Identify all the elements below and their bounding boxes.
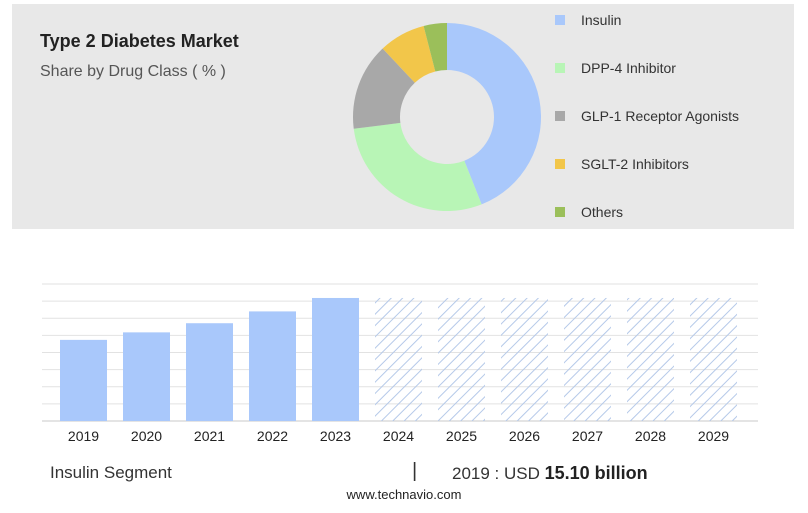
legend-item: DPP-4 Inhibitor xyxy=(555,58,676,78)
footer-separator: | xyxy=(412,460,418,482)
donut-slice-glp-1-receptor-agonists xyxy=(353,48,415,129)
legend-swatch xyxy=(555,111,565,121)
forecast-bar-2026 xyxy=(501,297,548,421)
x-tick-label: 2027 xyxy=(572,428,603,444)
legend-label: DPP-4 Inhibitor xyxy=(581,60,676,76)
legend-item: GLP-1 Receptor Agonists xyxy=(555,106,739,126)
donut-slice-dpp-4-inhibitor xyxy=(353,122,482,211)
legend-item: Insulin xyxy=(555,10,621,30)
donut-slice-others xyxy=(423,23,447,72)
segment-label: Insulin Segment xyxy=(50,463,172,482)
source-link[interactable]: www.technavio.com xyxy=(346,487,462,502)
legend-label: Others xyxy=(581,204,624,220)
forecast-bar-2024 xyxy=(375,297,422,421)
value-prefix: 2019 : USD xyxy=(452,464,540,483)
bar-2019 xyxy=(60,339,107,421)
donut-chart xyxy=(353,23,541,211)
bar-2023 xyxy=(312,297,359,421)
legend-item: Others xyxy=(555,202,623,222)
legend-swatch xyxy=(555,159,565,169)
legend-swatch xyxy=(555,63,565,73)
legend-label: SGLT-2 Inhibitors xyxy=(581,156,689,172)
x-tick-label: 2021 xyxy=(194,428,225,444)
forecast-bar-2029 xyxy=(690,297,737,421)
legend-item: SGLT-2 Inhibitors xyxy=(555,154,689,174)
legend-swatch xyxy=(555,207,565,217)
x-tick-label: 2028 xyxy=(635,428,666,444)
x-tick-label: 2024 xyxy=(383,428,414,444)
x-tick-label: 2020 xyxy=(131,428,162,444)
footer-value: 2019 : USD 15.10 billion xyxy=(452,463,648,484)
bar-2020 xyxy=(123,332,170,421)
legend-label: GLP-1 Receptor Agonists xyxy=(581,108,739,124)
x-tick-label: 2029 xyxy=(698,428,729,444)
x-tick-label: 2019 xyxy=(68,428,99,444)
legend-swatch xyxy=(555,15,565,25)
forecast-bar-2028 xyxy=(627,297,674,421)
x-tick-label: 2023 xyxy=(320,428,351,444)
bar-2021 xyxy=(186,323,233,421)
bar-2022 xyxy=(249,311,296,421)
donut-slice-sglt-2-inhibitors xyxy=(382,25,436,83)
forecast-bar-2027 xyxy=(564,297,611,421)
insulin-bar-chart: 2019 2020 2021 2022 2023 2024 2025 2026 2027 2028… xyxy=(42,283,758,444)
donut-slice-insulin xyxy=(447,23,541,205)
legend-label: Insulin xyxy=(581,12,622,28)
x-tick-label: 2022 xyxy=(257,428,288,444)
chart-title: Type 2 Diabetes Market xyxy=(40,31,239,51)
chart-subtitle: Share by Drug Class ( % ) xyxy=(40,63,226,80)
x-tick-label: 2025 xyxy=(446,428,477,444)
x-tick-label: 2026 xyxy=(509,428,540,444)
forecast-bar-2025 xyxy=(438,297,485,421)
value-amount: 15.10 billion xyxy=(544,463,648,483)
